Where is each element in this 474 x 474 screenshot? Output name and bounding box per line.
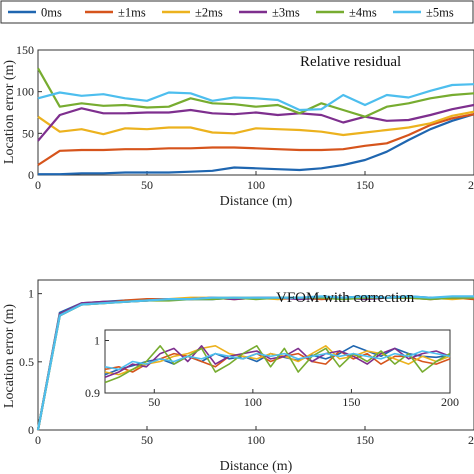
panel2-xtick-label: 0 — [35, 433, 41, 447]
inset-xtick-label: 100 — [244, 395, 262, 409]
panel2-xtick-label: 20 — [468, 433, 474, 447]
inset-ytick-label: 0.9 — [85, 386, 100, 400]
panel1-series-line — [37, 103, 474, 142]
inset-series-line — [104, 350, 451, 371]
panel1-ytick-label: 50 — [22, 126, 34, 140]
panel2-xtick-label: 150 — [356, 433, 374, 447]
inset-series-line — [104, 344, 451, 384]
panel1-xtick-label: 100 — [247, 178, 265, 192]
panel1-ylabel: Location error (m) — [2, 60, 17, 165]
legend-box — [0, 0, 474, 24]
legend-label: ±1ms — [118, 6, 146, 20]
legend-label: ±5ms — [426, 6, 454, 20]
panel2-series-line — [36, 295, 474, 431]
legend-label: ±4ms — [349, 6, 377, 20]
inset-xtick-label: 150 — [342, 395, 360, 409]
panel1-series-line — [37, 110, 474, 137]
legend-label: 0ms — [41, 6, 62, 20]
panel1-ytick-label: 100 — [16, 85, 34, 99]
panel2-xtick-label: 50 — [141, 433, 153, 447]
panel1-xlabel: Distance (m) — [220, 194, 293, 209]
panel2-ylabel: Location error (m) — [2, 304, 17, 409]
panel2-ytick-label: 1 — [28, 287, 34, 301]
inset-xtick-label: 200 — [441, 395, 459, 409]
legend: 0ms ±1ms ±2ms ±3ms ±4ms ±5ms — [0, 0, 474, 24]
panel2-ytick-label: 0.5 — [19, 355, 34, 369]
legend-label: ±2ms — [195, 6, 223, 20]
panel1-annotation: Relative residual — [300, 54, 401, 70]
legend-label: ±3ms — [272, 6, 300, 20]
panel1-series-line — [38, 113, 474, 176]
panel1-xtick-label: 20 — [468, 178, 474, 192]
vfom-correction-panel: 0501001502000.51 VFOM with correction Di… — [2, 279, 474, 474]
panel2-ytick-label: 0 — [28, 423, 34, 437]
panel1-ytick-label: 0 — [28, 168, 34, 182]
panel1-xtick-label: 0 — [35, 178, 41, 192]
panel1-xtick-label: 150 — [356, 178, 374, 192]
panel1-series-line — [37, 67, 474, 118]
panel1-ytick-label: 150 — [16, 43, 34, 57]
inset-plot: 50 100 150 200 0.9 1 — [85, 329, 459, 409]
panel2-annotation: VFOM with correction — [276, 290, 415, 306]
relative-residual-panel: 05010015020050100150 Relative residual D… — [2, 43, 474, 209]
panel1-xtick-label: 50 — [141, 178, 153, 192]
panel2-xtick-label: 100 — [247, 433, 265, 447]
panel1-series-line — [37, 83, 474, 112]
inset-ytick-label: 1 — [94, 334, 100, 348]
panel1-series-line — [37, 113, 474, 166]
panel2-xlabel: Distance (m) — [220, 459, 293, 474]
inset-xtick-label: 50 — [148, 395, 160, 409]
